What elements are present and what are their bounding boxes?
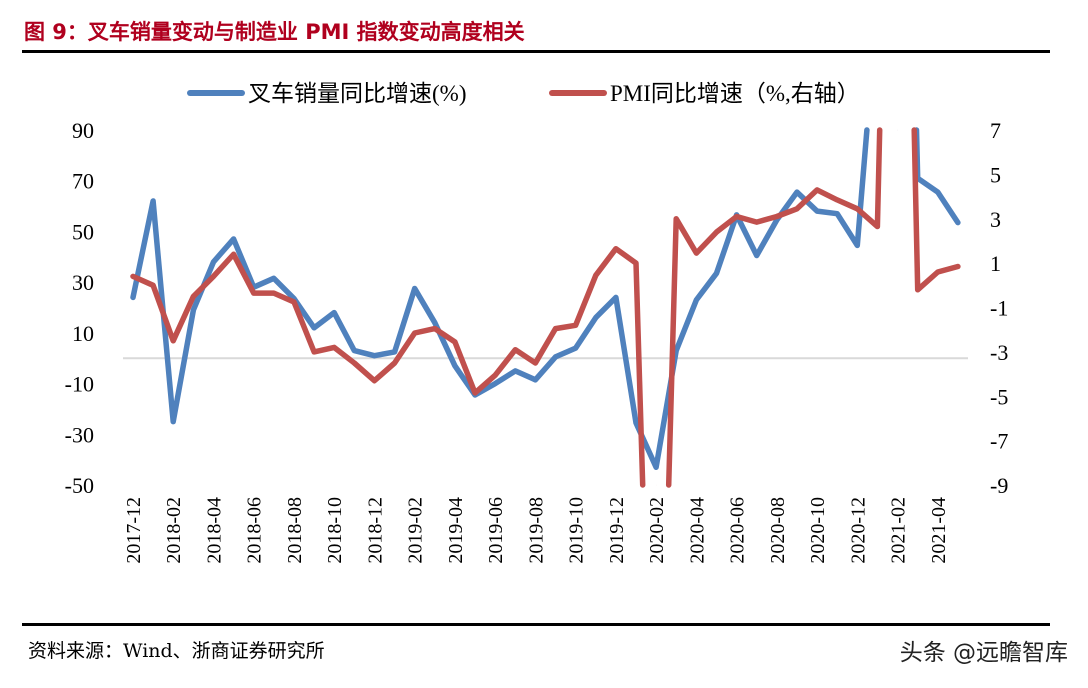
x-axis-tick-label: 2020-06 xyxy=(727,497,749,564)
footer-rule xyxy=(22,623,1050,626)
right-axis-tick-label: -3 xyxy=(990,340,1008,365)
right-axis-tick-label: -1 xyxy=(990,296,1008,321)
x-axis-tick-label: 2018-10 xyxy=(324,497,346,564)
left-axis-tick-label: -30 xyxy=(65,422,94,447)
source-note: 资料来源：Wind、浙商证券研究所 xyxy=(28,640,325,662)
right-axis-tick-label: -5 xyxy=(990,384,1008,409)
x-axis-tick-label: 2020-04 xyxy=(686,497,708,564)
right-axis-tick-label: -7 xyxy=(990,429,1008,454)
right-axis-tick-label: 5 xyxy=(990,162,1001,187)
x-axis-tick-label: 2020-10 xyxy=(807,497,829,564)
x-axis-tick-label: 2021-02 xyxy=(888,497,910,564)
right-axis-tick-label: -9 xyxy=(990,473,1008,498)
x-axis-tick-label: 2019-04 xyxy=(445,497,467,564)
series-line-2 xyxy=(130,127,961,488)
figure-title: 图 9：叉车销量变动与制造业 PMI 指数变动高度相关 xyxy=(24,20,525,44)
x-axis-tick-label: 2020-08 xyxy=(767,497,789,564)
right-axis-tick-label: 7 xyxy=(990,118,1001,143)
left-axis-tick-label: 70 xyxy=(72,169,94,194)
x-axis-tick-label: 2021-04 xyxy=(928,497,950,564)
plot-area xyxy=(130,127,961,488)
x-axis-tick-label: 2019-10 xyxy=(566,497,588,564)
series-line-1 xyxy=(130,127,961,471)
left-axis-tick-label: 50 xyxy=(72,219,94,244)
x-axis-tick-label: 2020-02 xyxy=(646,497,668,564)
x-axis-tick-label: 2019-08 xyxy=(525,497,547,564)
legend-label-2: PMI同比增速（%,右轴） xyxy=(610,81,860,106)
right-axis-tick-label: 1 xyxy=(990,251,1001,276)
left-axis-tick-label: -10 xyxy=(65,372,94,397)
legend-label-1: 叉车销量同比增速(%) xyxy=(248,81,466,106)
left-axis-tick-label: 90 xyxy=(72,118,94,143)
x-axis-tick-label: 2019-12 xyxy=(606,497,628,564)
x-axis-tick-label: 2018-06 xyxy=(244,497,266,564)
left-axis-tick-label: -50 xyxy=(65,473,94,498)
x-axis-tick-label: 2018-04 xyxy=(203,497,225,564)
left-axis-tick-label: 10 xyxy=(72,321,94,346)
x-axis-tick-label: 2019-02 xyxy=(405,497,427,564)
x-axis-tick-label: 2018-08 xyxy=(284,497,306,564)
x-axis-tick-label: 2018-02 xyxy=(163,497,185,564)
x-axis-tick-label: 2018-12 xyxy=(364,497,386,564)
left-axis-tick-label: 30 xyxy=(72,270,94,295)
x-axis-tick-label: 2019-06 xyxy=(485,497,507,564)
x-axis-tick-label: 2020-12 xyxy=(847,497,869,564)
x-axis-tick-label: 2017-12 xyxy=(123,497,145,564)
title-rule xyxy=(22,50,1050,53)
right-axis-tick-label: 3 xyxy=(990,207,1001,232)
watermark: 头条 @远瞻智库 xyxy=(899,640,1068,666)
